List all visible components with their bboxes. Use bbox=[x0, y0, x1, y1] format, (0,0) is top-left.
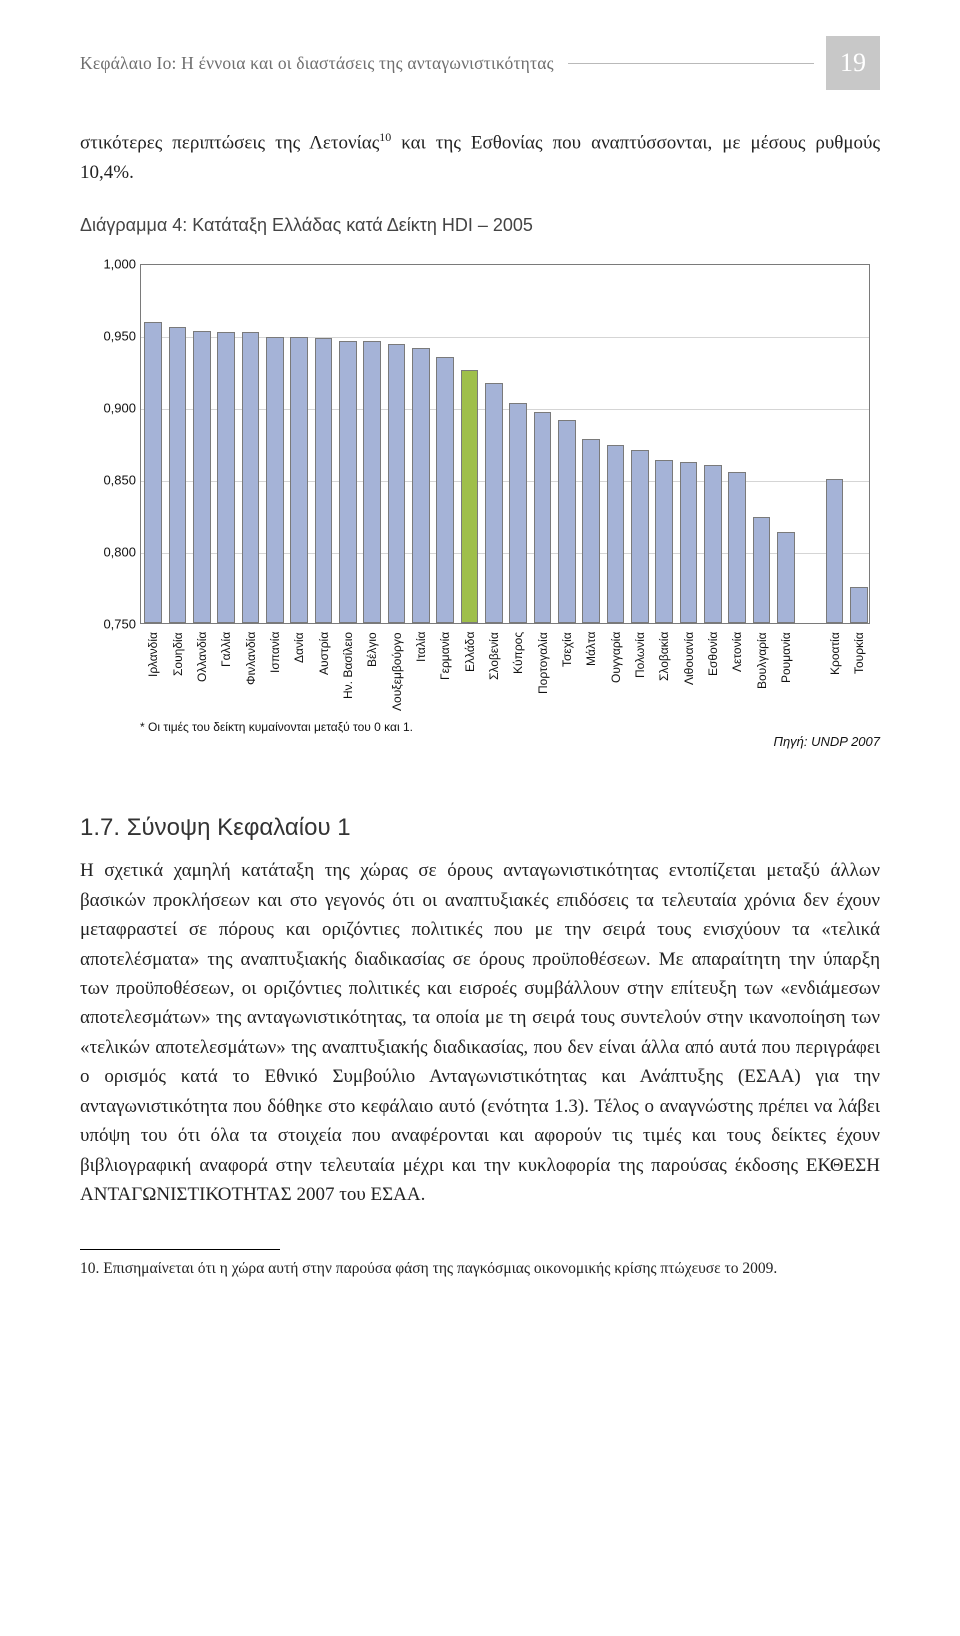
x-tick-label: Σλοβακία bbox=[657, 632, 671, 681]
x-tick-label: Μάλτα bbox=[584, 632, 598, 666]
bar bbox=[558, 420, 576, 623]
y-tick-label: 0,800 bbox=[80, 545, 136, 560]
page-footnote: 10. Επισημαίνεται ότι η χώρα αυτή στην π… bbox=[80, 1258, 880, 1280]
y-tick-label: 0,900 bbox=[80, 401, 136, 416]
bar bbox=[217, 332, 235, 623]
bar bbox=[777, 532, 795, 623]
x-tick-label: Τουρκία bbox=[852, 633, 866, 675]
x-tick-label: Γερμανία bbox=[438, 632, 452, 680]
bar bbox=[363, 341, 381, 623]
y-tick-label: 0,950 bbox=[80, 329, 136, 344]
body-paragraph: Η σχετικά χαμηλή κατάταξη της χώρας σε ό… bbox=[80, 856, 880, 1209]
y-tick-label: 1,000 bbox=[80, 257, 136, 272]
running-head-text: Κεφάλαιο Ιο: Η έννοια και οι διαστάσεις … bbox=[80, 53, 554, 74]
x-tick-label: Βέλγιο bbox=[365, 633, 379, 668]
x-tick-label: Τσεχία bbox=[560, 633, 574, 668]
section-heading: 1.7. Σύνοψη Κεφαλαίου 1 bbox=[80, 814, 880, 842]
bar-highlight bbox=[461, 370, 479, 623]
intro-superscript: 10 bbox=[379, 130, 391, 144]
chart-footnote: * Οι τιμές του δείκτη κυμαίνονται μεταξύ… bbox=[140, 720, 413, 734]
x-tick-label: Πολωνία bbox=[633, 632, 647, 678]
x-tick-label: Φινλανδία bbox=[244, 632, 258, 685]
bar bbox=[850, 587, 868, 623]
bar bbox=[826, 479, 844, 623]
running-head: Κεφάλαιο Ιο: Η έννοια και οι διαστάσεις … bbox=[80, 36, 880, 90]
bar bbox=[509, 403, 527, 623]
bar bbox=[339, 341, 357, 623]
x-tick-label: Αυστρία bbox=[317, 632, 331, 675]
y-tick-label: 0,850 bbox=[80, 473, 136, 488]
page-number: 19 bbox=[826, 36, 880, 90]
footnote-divider bbox=[80, 1249, 280, 1250]
page: Κεφάλαιο Ιο: Η έννοια και οι διαστάσεις … bbox=[0, 0, 960, 1636]
chart-caption: Διάγραμμα 4: Κατάταξη Ελλάδας κατά Δείκτ… bbox=[80, 215, 880, 236]
y-tick-label: 0,750 bbox=[80, 617, 136, 632]
x-tick-label: Ολλανδία bbox=[195, 632, 209, 682]
bar bbox=[436, 357, 454, 623]
running-head-rule bbox=[568, 63, 814, 64]
x-tick-label: Ελλάδα bbox=[463, 632, 477, 672]
x-tick-label: Σουηδία bbox=[171, 633, 185, 677]
hdi-chart: 1,000 0,950 0,900 0,850 0,800 0,750 Ιρλανδία Σο… bbox=[80, 254, 880, 754]
bar bbox=[704, 465, 722, 623]
bar bbox=[169, 327, 187, 624]
bar bbox=[534, 412, 552, 624]
x-tick-label: Γαλλία bbox=[219, 632, 233, 667]
bar bbox=[680, 462, 698, 623]
x-tick-label: Λουξεμβούργο bbox=[390, 633, 404, 712]
x-tick-label: Ισπανία bbox=[268, 632, 282, 673]
bar bbox=[655, 460, 673, 623]
intro-text-a: στικότερες περιπτώσεις της Λετονίας bbox=[80, 132, 379, 153]
x-tick-label: Ιταλία bbox=[414, 632, 428, 662]
bar bbox=[144, 322, 162, 623]
x-tick-label: Βουλγαρία bbox=[755, 633, 769, 690]
bar bbox=[266, 337, 284, 624]
bar bbox=[582, 439, 600, 623]
bar bbox=[388, 344, 406, 623]
x-tick-label: Δανία bbox=[292, 633, 306, 664]
x-tick-label: Σλοβενία bbox=[487, 632, 501, 680]
bar bbox=[728, 472, 746, 623]
x-tick-label: Ην. Βασίλειο bbox=[341, 632, 355, 699]
bar bbox=[607, 445, 625, 624]
bar bbox=[242, 332, 260, 623]
bar bbox=[315, 338, 333, 623]
x-tick-label: Λετονία bbox=[730, 632, 744, 672]
chart-plot-area bbox=[140, 264, 870, 624]
bar bbox=[631, 450, 649, 623]
x-tick-label: Ιρλανδία bbox=[146, 632, 160, 677]
bar bbox=[412, 348, 430, 623]
bar bbox=[290, 337, 308, 624]
bar bbox=[193, 331, 211, 623]
x-tick-label: Ρουμανία bbox=[779, 633, 793, 684]
x-tick-label: Εσθονία bbox=[706, 632, 720, 676]
chart-source: Πηγή: UNDP 2007 bbox=[774, 734, 880, 749]
x-tick-label: Κύπρος bbox=[511, 632, 525, 674]
intro-paragraph: στικότερες περιπτώσεις της Λετονίας10 κα… bbox=[80, 128, 880, 187]
bar bbox=[753, 517, 771, 624]
bar bbox=[485, 383, 503, 623]
x-tick-label: Πορτογαλία bbox=[536, 632, 550, 694]
x-tick-label: Κροατία bbox=[828, 632, 842, 675]
x-tick-label: Ουγγαρία bbox=[609, 632, 623, 683]
x-tick-label: Λιθουανία bbox=[682, 632, 696, 685]
